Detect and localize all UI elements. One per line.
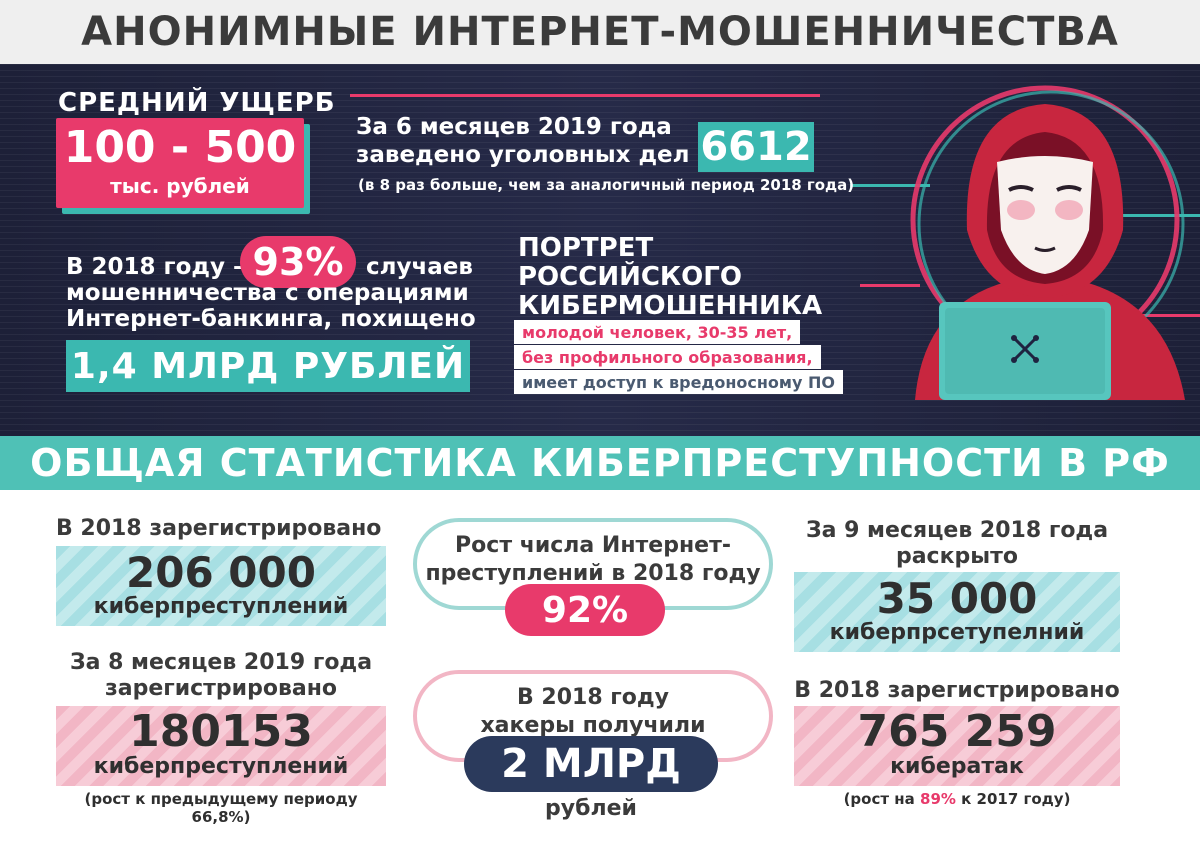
hackers-text-line: хакеры получили <box>480 713 706 738</box>
stats-section: В 2018 зарегистрировано 206 000 киберпре… <box>0 490 1200 848</box>
glitch-line <box>860 284 920 287</box>
registered-8m-value: 180153 <box>129 706 313 757</box>
registered-8m-caption-line: За 8 месяцев 2019 года <box>69 650 373 675</box>
growth-text-line: преступлений в 2018 году <box>425 561 761 586</box>
attacks-note-after: к 2017 году) <box>961 790 1071 808</box>
registered-2018-caption: В 2018 зарегистрировано <box>56 516 382 541</box>
growth-text-line: Рост числа Интернет- <box>455 533 731 558</box>
cases-text-line2: заведено уголовных дел – <box>356 142 709 168</box>
banking-text-line3: Интернет-банкинга, похищено <box>66 306 476 332</box>
glitch-line <box>1100 214 1200 217</box>
banking-amount: 1,4 МЛРД РУБЛЕЙ <box>66 340 470 392</box>
solved-value: 35 000 <box>876 574 1038 623</box>
banking-text-after: случаев <box>366 254 473 280</box>
cases-note: (в 8 раз больше, чем за аналогичный пери… <box>358 176 855 194</box>
solved-unit: киберпрсетупелний <box>829 620 1085 645</box>
attacks-note-highlight: 89% <box>920 790 956 808</box>
damage-value: 100 - 500 <box>63 122 297 173</box>
glitch-line <box>350 94 820 97</box>
registered-8m-unit: киберпреступлений <box>93 754 349 779</box>
attacks-value: 765 259 <box>857 706 1057 757</box>
portrait-trait: имеет доступ к вредоносному ПО <box>514 370 843 394</box>
glitch-line <box>850 184 930 187</box>
registered-2018-unit: киберпреступлений <box>93 594 349 619</box>
banking-text-line2: мошенничества с операциями <box>66 280 469 306</box>
hackers-value: 2 МЛРД <box>464 736 718 792</box>
portrait-title: ПОРТРЕТ РОССИЙСКОГО КИБЕРМОШЕННИКА <box>518 234 822 321</box>
portrait-title-line: РОССИЙСКОГО <box>518 262 742 292</box>
page-title: АНОНИМНЫЕ ИНТЕРНЕТ-МОШЕННИЧЕСТВА <box>0 0 1200 64</box>
portrait-trait: без профильного образования, <box>514 345 821 369</box>
attacks-caption: В 2018 зарегистрировано <box>794 678 1120 703</box>
attacks-note: (рост на 89% к 2017 году) <box>794 790 1120 808</box>
registered-2018-box: 206 000 киберпреступлений <box>56 546 386 626</box>
growth-card: Рост числа Интернет- преступлений в 2018… <box>413 518 773 610</box>
attacks-unit: кибератак <box>890 754 1024 779</box>
solved-box: 35 000 киберпрсетупелний <box>794 572 1120 652</box>
attacks-note-before: (рост на <box>843 790 915 808</box>
registered-2018-value: 206 000 <box>126 548 316 597</box>
portrait-title-line: КИБЕРМОШЕННИКА <box>518 291 823 321</box>
damage-label: СРЕДНИЙ УЩЕРБ <box>58 88 336 118</box>
solved-caption-line: раскрыто <box>895 544 1019 569</box>
growth-value: 92% <box>505 584 665 636</box>
section-title: ОБЩАЯ СТАТИСТИКА КИБЕРПРЕСТУПНОСТИ В РФ <box>0 436 1200 490</box>
fraud-panel: СРЕДНИЙ УЩЕРБ 100 - 500 тыс. рублей За 6… <box>0 64 1200 436</box>
registered-8m-box: 180153 киберпреступлений <box>56 706 386 786</box>
cases-text-line1: За 6 месяцев 2019 года <box>356 114 672 140</box>
banking-percent: 93% <box>240 236 356 288</box>
cases-value: 6612 <box>698 122 814 172</box>
glitch-line <box>1120 314 1200 317</box>
registered-8m-caption-line: зарегистрировано <box>104 676 338 701</box>
hacker-illustration <box>910 85 1185 400</box>
hackers-text-line: В 2018 году <box>516 685 670 710</box>
crossed-tools-icon <box>1011 335 1039 363</box>
hackers-unit: рублей <box>545 796 637 821</box>
banking-text-before: В 2018 году – <box>66 254 245 280</box>
attacks-box: 765 259 кибератак <box>794 706 1120 786</box>
solved-caption-line: За 9 месяцев 2018 года <box>805 518 1109 543</box>
damage-unit: тыс. рублей <box>110 174 250 198</box>
registered-8m-note: (рост к предыдущему периоду 66,8%) <box>84 790 358 826</box>
portrait-title-line: ПОРТРЕТ <box>518 233 654 263</box>
damage-box: 100 - 500 тыс. рублей <box>56 118 304 208</box>
portrait-trait: молодой человек, 30-35 лет, <box>514 320 801 344</box>
